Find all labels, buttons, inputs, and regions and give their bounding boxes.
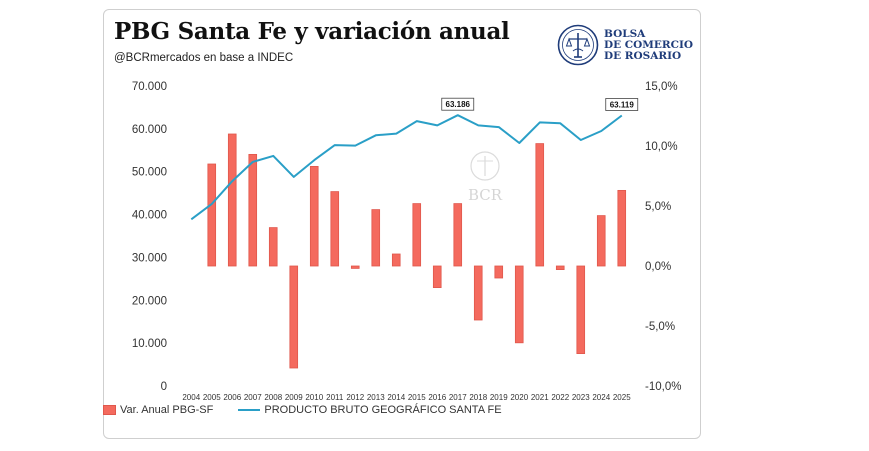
bcr-logo-text: BOLSA DE COMERCIO DE ROSARIO bbox=[604, 29, 693, 62]
y-left-tick-label: 10.000 bbox=[132, 338, 167, 350]
bar bbox=[268, 227, 278, 267]
x-tick-label: 2024 bbox=[592, 393, 610, 402]
y-left-tick-label: 50.000 bbox=[132, 167, 167, 179]
bar bbox=[412, 203, 422, 267]
x-tick-label: 2016 bbox=[428, 393, 446, 402]
data-label: 63.186 bbox=[446, 100, 471, 109]
x-tick-label: 2008 bbox=[264, 393, 282, 402]
bar bbox=[617, 189, 627, 267]
bar bbox=[391, 253, 401, 267]
watermark-text: BCR bbox=[468, 186, 503, 204]
y-right-tick-label: 15,0% bbox=[645, 81, 678, 93]
x-tick-label: 2015 bbox=[408, 393, 426, 402]
x-tick-label: 2004 bbox=[182, 393, 200, 402]
y-right-tick-label: 10,0% bbox=[645, 141, 678, 153]
x-tick-label: 2009 bbox=[285, 393, 303, 402]
bar bbox=[371, 209, 381, 267]
data-label: 63.119 bbox=[610, 100, 635, 109]
x-tick-label: 2018 bbox=[469, 393, 487, 402]
chart-subtitle: @BCRmercados en base a INDEC bbox=[114, 52, 294, 64]
legend-item-bar: Var. Anual PBG-SF bbox=[103, 404, 213, 416]
bar bbox=[330, 191, 340, 267]
bar bbox=[350, 265, 360, 269]
logo-line-1: BOLSA bbox=[604, 28, 646, 40]
x-tick-label: 2017 bbox=[449, 393, 467, 402]
x-tick-label: 2021 bbox=[531, 393, 549, 402]
x-tick-label: 2020 bbox=[510, 393, 528, 402]
bar bbox=[576, 265, 586, 354]
bar bbox=[227, 133, 237, 267]
x-tick-label: 2010 bbox=[305, 393, 323, 402]
legend-label-line: PRODUCTO BRUTO GEOGRÁFICO SANTA FE bbox=[264, 404, 502, 417]
data-label-box bbox=[605, 98, 639, 111]
bcr-seal-icon bbox=[557, 24, 599, 66]
chart-legend: Var. Anual PBG-SF PRODUCTO BRUTO GEOGRÁF… bbox=[103, 404, 524, 416]
bar bbox=[514, 265, 524, 344]
x-tick-label: 2006 bbox=[223, 393, 241, 402]
bar bbox=[289, 265, 299, 369]
bcr-logo: BOLSA DE COMERCIO DE ROSARIO bbox=[557, 24, 697, 68]
logo-line-3: DE ROSARIO bbox=[604, 50, 682, 62]
y-left-tick-label: 60.000 bbox=[132, 124, 167, 136]
x-tick-label: 2022 bbox=[551, 393, 569, 402]
y-left-tick-label: 20.000 bbox=[132, 295, 167, 307]
bar bbox=[473, 265, 483, 321]
y-left-tick-label: 70.000 bbox=[132, 81, 167, 93]
data-label-box bbox=[441, 97, 475, 111]
x-tick-label: 2012 bbox=[346, 393, 364, 402]
bar bbox=[309, 165, 319, 267]
x-tick-label: 2025 bbox=[613, 393, 631, 402]
logo-line-2: DE COMERCIO bbox=[604, 39, 694, 51]
bar bbox=[248, 153, 258, 267]
y-left-tick-label: 40.000 bbox=[132, 210, 167, 222]
legend-label-bar: Var. Anual PBG-SF bbox=[120, 404, 214, 417]
line-series-pbg bbox=[190, 114, 623, 221]
y-right-tick-label: 5,0% bbox=[645, 201, 671, 213]
bar bbox=[453, 203, 463, 267]
bcr-watermark: BCR bbox=[468, 151, 503, 204]
x-tick-label: 2005 bbox=[203, 393, 221, 402]
x-tick-label: 2011 bbox=[326, 393, 344, 402]
x-tick-label: 2023 bbox=[572, 393, 590, 402]
y-right-tick-label: -10,0% bbox=[645, 381, 681, 393]
x-tick-label: 2014 bbox=[387, 393, 405, 402]
y-right-tick-label: -5,0% bbox=[645, 321, 675, 333]
x-tick-label: 2013 bbox=[367, 393, 385, 402]
legend-item-line: PRODUCTO BRUTO GEOGRÁFICO SANTA FE bbox=[238, 404, 502, 417]
bar bbox=[555, 265, 565, 270]
bar bbox=[432, 265, 442, 289]
legend-swatch-bar bbox=[103, 405, 116, 416]
bar bbox=[596, 215, 606, 267]
chart-title: PBG Santa Fe y variación anual bbox=[114, 18, 510, 45]
x-tick-label: 2007 bbox=[244, 393, 262, 402]
legend-swatch-line bbox=[238, 409, 261, 412]
bar bbox=[535, 143, 545, 267]
x-tick-label: 2019 bbox=[490, 393, 508, 402]
y-right-tick-label: 0,0% bbox=[645, 261, 671, 273]
bar bbox=[207, 163, 217, 267]
y-left-tick-label: 0 bbox=[161, 381, 167, 393]
bar bbox=[494, 265, 504, 279]
y-left-tick-label: 30.000 bbox=[132, 252, 167, 264]
